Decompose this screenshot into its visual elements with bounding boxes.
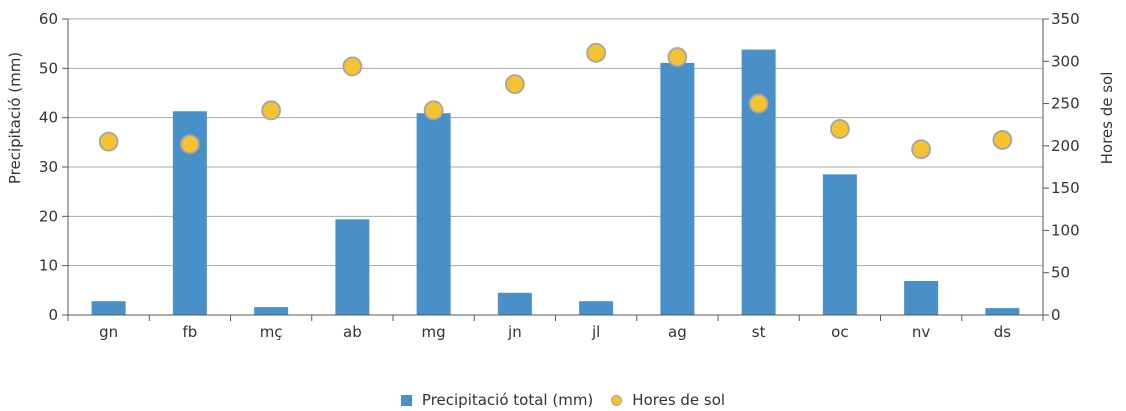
point-mç [261,100,282,121]
y2-axis-title: Hores de sol [1098,72,1116,165]
y2-tick-label: 350 [1051,10,1080,28]
x-tick-label: gn [99,323,118,341]
bar-gn [91,301,126,315]
gridlines [68,18,1043,267]
point-ds [992,130,1013,150]
legend-swatch-dot [611,394,623,406]
y-axis-ticks: 0 10 20 30 40 50 60 [39,10,68,324]
x-tick-label: ds [994,323,1012,341]
chart: 0 10 20 30 40 50 60 0 50 100 150 200 250 300 350 gn fb… [6,10,1116,341]
x-tick-label: mg [422,323,446,341]
x-tick-label: ag [668,323,687,341]
x-tick-label: st [752,323,766,341]
point-jn [504,74,525,95]
y-tick-label: 20 [39,207,58,225]
point-jl [586,42,607,63]
legend-swatch-bar [400,394,412,406]
bar-mç [254,307,289,315]
point-ab [342,56,363,77]
x-tick-label: fb [182,323,197,341]
y-tick-label: 30 [39,158,58,176]
point-st [748,93,769,114]
bar-ag [660,62,695,316]
bar-jn [497,292,532,315]
x-tick-label: nv [912,323,931,341]
point-ag [667,47,688,67]
bar-mg [416,113,451,315]
x-tick-label: jl [591,323,600,341]
point-oc [829,119,850,139]
points [98,42,1013,160]
bar-oc [822,174,857,315]
y-tick-label: 0 [48,306,58,324]
point-gn [98,131,119,152]
legend-item-sunshine: Hores de sol [611,391,725,409]
x-tick-label: oc [831,323,848,341]
point-fb [179,134,200,155]
y2-tick-label: 100 [1051,221,1080,239]
y2-tick-label: 0 [1051,306,1061,324]
x-tick-label: jn [507,323,522,341]
point-nv [911,139,932,160]
y-tick-label: 60 [39,10,58,28]
legend-label-precipitation: Precipitació total (mm) [421,391,594,409]
bar-ab [335,219,370,315]
y2-tick-label: 250 [1051,95,1080,113]
y2-tick-label: 300 [1051,52,1080,70]
legend-item-precipitation: Precipitació total (mm) [400,391,594,409]
y-tick-label: 10 [39,257,58,275]
bar-ds [985,308,1020,315]
legend-label-sunshine: Hores de sol [632,391,726,409]
x-tick-label: ab [343,323,362,341]
legend: Precipitació total (mm) Hores de sol [0,390,1126,410]
bar-jl [579,301,614,315]
bar-nv [904,280,939,315]
x-tick-label: mç [260,323,283,341]
point-mg [423,100,444,121]
y-tick-label: 40 [39,109,58,127]
y-tick-label: 50 [39,59,58,77]
x-axis-ticks: gn fb mç ab mg jn jl ag st oc nv ds [67,315,1044,341]
bars [91,49,1020,316]
y2-axis-ticks: 0 50 100 150 200 250 300 350 [1043,10,1080,324]
y2-tick-label: 200 [1051,137,1080,155]
y-axis-title: Precipitació (mm) [6,52,24,184]
bar-st [741,49,776,315]
y2-tick-label: 150 [1051,179,1080,197]
y2-tick-label: 50 [1051,264,1070,282]
